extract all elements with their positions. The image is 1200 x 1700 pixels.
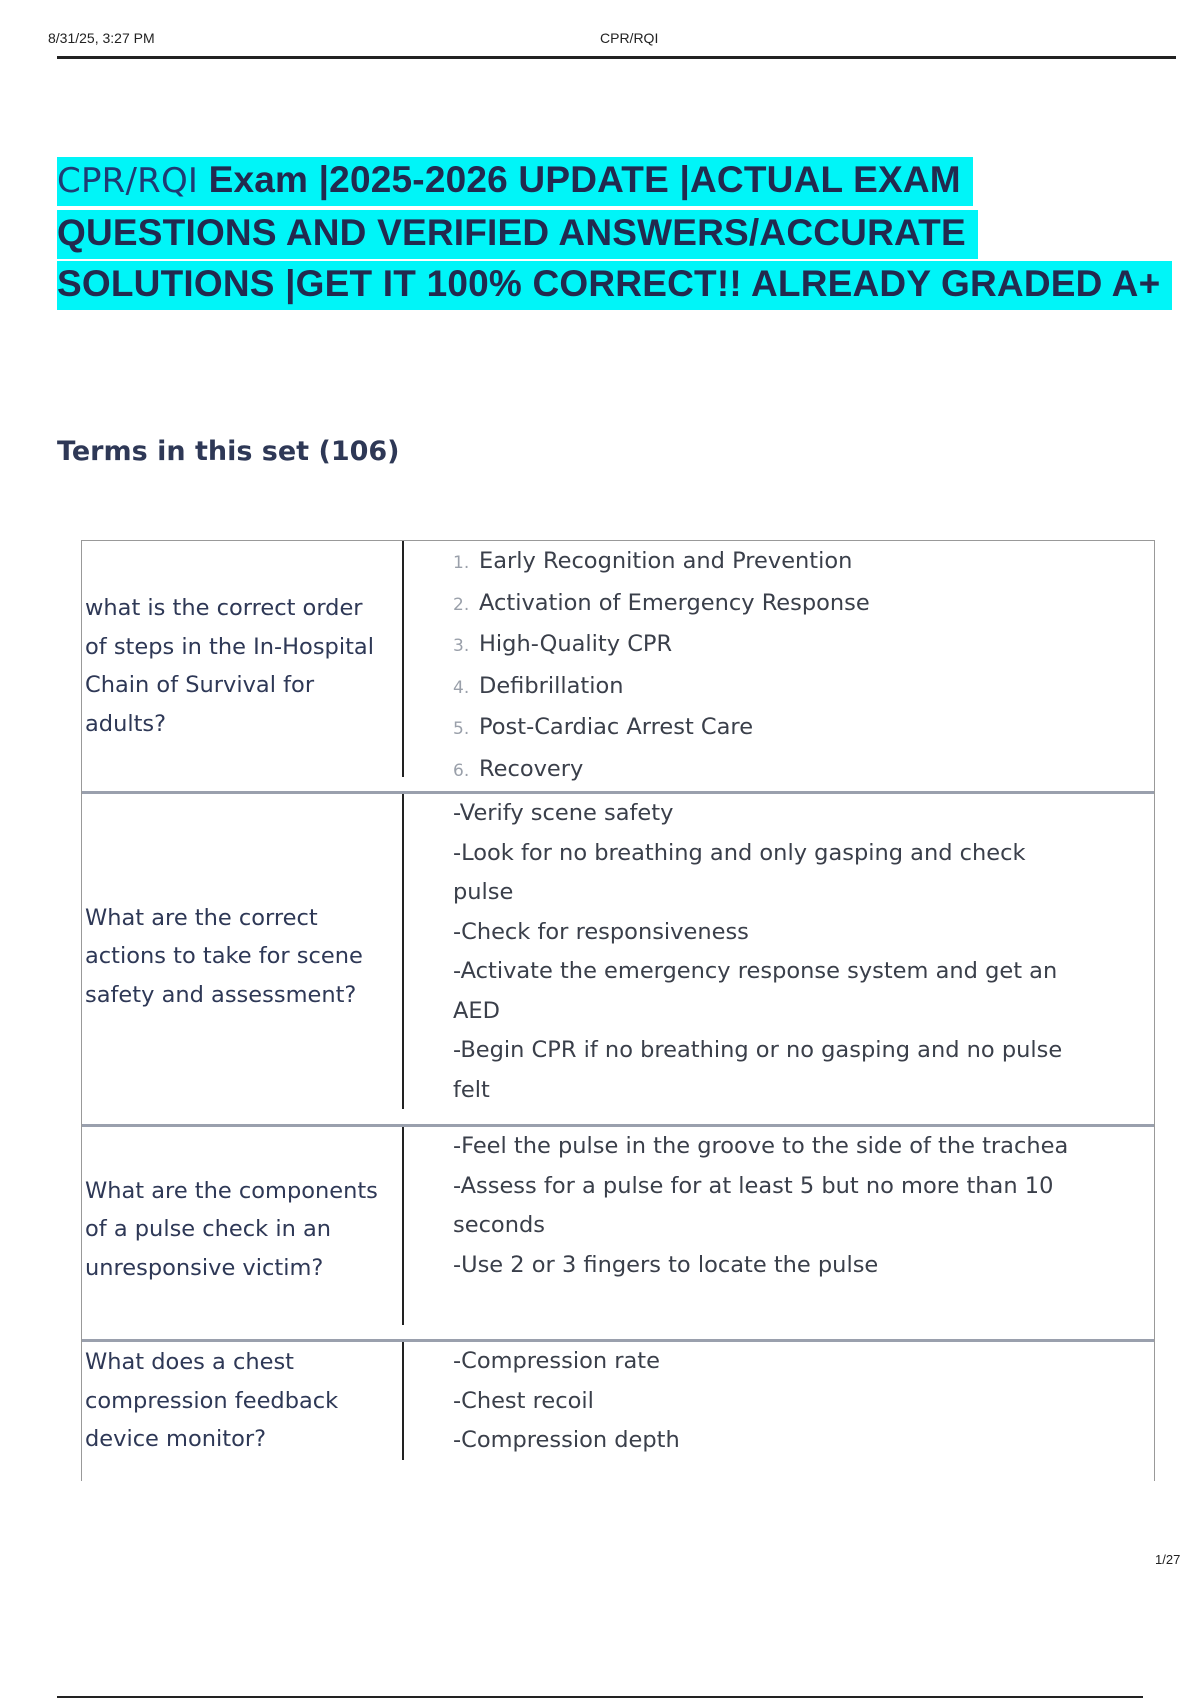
term-question: what is the correct order of steps in th… xyxy=(85,595,374,737)
term-answer: -Compression rate -Chest recoil -Compres… xyxy=(453,1342,1073,1461)
answer-line: -Compression rate xyxy=(453,1348,660,1374)
answer-line: -Assess for a pulse for at least 5 but n… xyxy=(453,1172,1054,1239)
answer-line: -Activate the emergency response system … xyxy=(453,958,1058,1024)
answer-line: -Check for responsiveness xyxy=(453,918,749,945)
title-text: Exam |2025-2026 UPDATE |ACTUAL EXAM QUES… xyxy=(57,159,1161,304)
terms-heading: Terms in this set (106) xyxy=(57,436,400,467)
page-number: 1/27 xyxy=(1155,1552,1181,1567)
answer-line: -Verify scene safety xyxy=(453,800,674,826)
term-card: What are the components of a pulse check… xyxy=(82,1127,1154,1342)
term-answer: -Feel the pulse in the groove to the sid… xyxy=(453,1127,1073,1285)
header-rule xyxy=(57,56,1176,59)
answer-item: 6. Recovery xyxy=(453,755,584,782)
answer-line: -Feel the pulse in the groove to the sid… xyxy=(453,1133,1069,1159)
term-answer: -Verify scene safety -Look for no breath… xyxy=(453,794,1073,1110)
term-question: What are the components of a pulse check… xyxy=(85,1177,378,1281)
column-divider xyxy=(402,794,404,1109)
column-divider xyxy=(402,1342,404,1460)
term-card: What does a chest compression feedback d… xyxy=(82,1342,1154,1481)
answer-line: -Look for no breathing and only gasping … xyxy=(453,839,1026,906)
answer-item: 2. Activation of Emergency Response xyxy=(453,589,870,616)
answer-line: -Compression depth xyxy=(453,1427,680,1453)
column-divider xyxy=(402,541,404,777)
print-datetime: 8/31/25, 3:27 PM xyxy=(48,30,155,46)
answer-line: -Begin CPR if no breathing or no gasping… xyxy=(453,1037,1063,1103)
term-card: what is the correct order of steps in th… xyxy=(82,541,1154,794)
column-divider xyxy=(402,1127,404,1325)
term-question: What does a chest compression feedback d… xyxy=(85,1349,339,1453)
footer-rule xyxy=(57,1696,1143,1698)
answer-line: -Use 2 or 3 fingers to locate the pulse xyxy=(453,1251,879,1278)
term-question: What are the correct actions to take for… xyxy=(85,904,363,1008)
term-card: What are the correct actions to take for… xyxy=(82,794,1154,1127)
answer-item: 5. Post-Cardiac Arrest Care xyxy=(453,714,754,740)
print-doc-title: CPR/RQI xyxy=(600,30,659,46)
term-answer: 1. Early Recognition and Prevention 2. Act… xyxy=(453,542,1073,791)
page-title: CPR/RQI Exam |2025-2026 UPDATE |ACTUAL E… xyxy=(57,154,1177,310)
answer-item: 4. Defibrillation xyxy=(453,672,624,699)
answer-item: 1. Early Recognition and Prevention xyxy=(453,548,853,574)
title-prefix: CPR/RQI xyxy=(57,161,199,201)
answer-line: -Chest recoil xyxy=(453,1387,594,1414)
terms-table: what is the correct order of steps in th… xyxy=(81,540,1155,1481)
answer-item: 3. High-Quality CPR xyxy=(453,631,673,657)
